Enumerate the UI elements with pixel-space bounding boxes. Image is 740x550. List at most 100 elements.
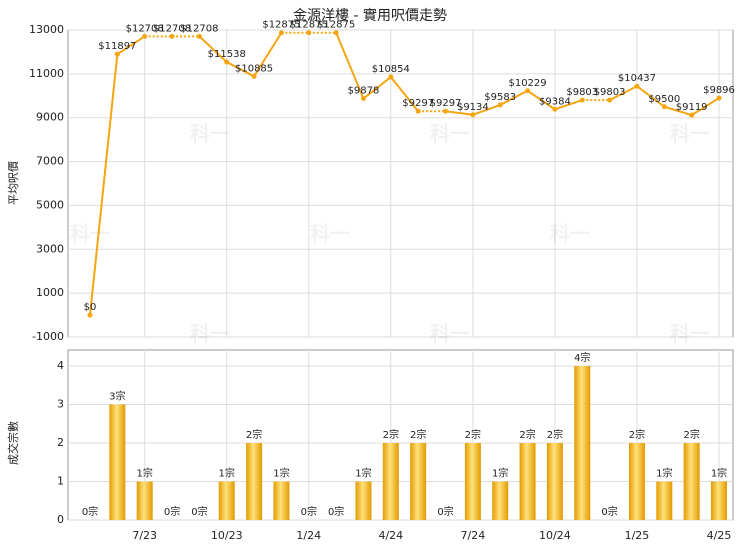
point [224, 59, 230, 65]
line-segment [499, 89, 529, 106]
data-label: 3宗 [109, 390, 125, 403]
data-label: $9803 [566, 87, 598, 98]
data-label: 0宗 [164, 505, 180, 518]
x-tick-label: 10/24 [539, 529, 571, 542]
plot-area [67, 349, 734, 521]
line-segment [472, 103, 501, 116]
data-label: $9297 [402, 98, 434, 109]
bar [382, 443, 399, 520]
y-tick-label: 3000 [36, 242, 64, 255]
bar [273, 481, 290, 520]
chart-title: 金源洋樓 - 實用呎價走勢 [293, 7, 447, 24]
data-label: $11897 [98, 41, 136, 52]
watermark: 科一 [430, 322, 470, 346]
point [661, 104, 667, 110]
watermark: 科一 [550, 222, 590, 246]
point [306, 30, 312, 36]
line-segment [362, 76, 392, 100]
data-label: 0宗 [301, 505, 317, 518]
data-label: $11538 [208, 49, 246, 60]
point [443, 108, 449, 114]
bar [492, 481, 509, 520]
data-label: $9384 [539, 96, 571, 107]
point [388, 74, 394, 80]
data-label: $10437 [618, 73, 656, 84]
data-label: $12875 [290, 20, 328, 31]
bar [410, 443, 427, 520]
line-segment [89, 54, 119, 316]
y-tick-label: 2 [57, 436, 64, 449]
bar [136, 481, 153, 520]
point [196, 33, 202, 39]
bar [628, 443, 645, 520]
data-label: 2宗 [383, 428, 399, 441]
watermark: 科一 [430, 122, 470, 146]
y-tick-label: 0 [57, 513, 64, 526]
data-label: 0宗 [437, 505, 453, 518]
point [689, 112, 695, 118]
data-label: 1宗 [219, 467, 235, 480]
plot-area [67, 29, 734, 338]
bar [109, 404, 126, 520]
line-segment [116, 35, 146, 56]
x-tick-label: 4/25 [707, 529, 732, 542]
x-tick-label: 1/25 [625, 529, 650, 542]
x-tick-label: 10/23 [211, 529, 243, 542]
data-label: 0宗 [82, 505, 98, 518]
point [333, 30, 339, 36]
line-segment [527, 89, 556, 111]
data-label: $9297 [430, 98, 462, 109]
data-label: 1宗 [355, 467, 371, 480]
x-tick-label: 7/23 [132, 529, 157, 542]
data-label: 1宗 [492, 467, 508, 480]
data-label: 4宗 [574, 351, 590, 364]
data-label: 1宗 [273, 467, 289, 480]
point [114, 51, 120, 57]
y-tick-label: 3 [57, 398, 64, 411]
data-label: $9803 [594, 87, 626, 98]
bar [519, 443, 536, 520]
x-tick-label: 1/24 [296, 529, 321, 542]
x-tick-label: 4/24 [378, 529, 403, 542]
y-tick-label: 4 [57, 359, 64, 372]
bar [656, 481, 673, 520]
point [579, 97, 585, 103]
y-tick-label: 11000 [29, 67, 64, 80]
watermark: 科一 [670, 322, 710, 346]
data-label: $9134 [457, 102, 489, 113]
data-label: 2宗 [547, 428, 563, 441]
data-label: 2宗 [629, 428, 645, 441]
data-label: $12708 [126, 23, 164, 34]
line-segment [664, 105, 692, 117]
y-tick-label: -1000 [32, 330, 64, 343]
point [415, 108, 421, 114]
bar [711, 481, 727, 520]
line-segment [636, 85, 665, 108]
data-label: $9878 [348, 85, 380, 96]
line-segment [691, 97, 720, 116]
bar [546, 443, 563, 520]
data-label: $10229 [508, 78, 546, 89]
point [607, 97, 613, 103]
data-label: 1宗 [656, 467, 672, 480]
data-label: $9500 [648, 94, 680, 105]
data-label: 0宗 [191, 505, 207, 518]
point [634, 83, 640, 89]
y-tick-label: 1000 [36, 286, 64, 299]
y-axis-label: 成交宗數 [6, 421, 20, 465]
y-tick-label: 1 [57, 475, 64, 488]
point [525, 88, 531, 94]
line-segment [554, 99, 583, 111]
data-label: 2宗 [410, 428, 426, 441]
line-segment [335, 32, 365, 99]
point [169, 33, 175, 39]
watermark: 科一 [670, 122, 710, 146]
data-label: 2宗 [683, 428, 699, 441]
line-segment [226, 61, 255, 78]
point [716, 95, 722, 101]
data-label: $9583 [484, 92, 516, 103]
data-label: $12875 [262, 20, 300, 31]
line-segment [390, 76, 419, 112]
data-label: 1宗 [137, 467, 153, 480]
